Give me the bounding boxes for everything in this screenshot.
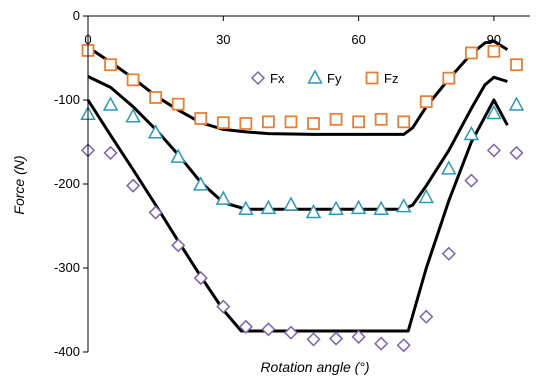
x-axis-title: Rotation angle (°) (260, 359, 369, 375)
data-point (192, 176, 209, 191)
data-point (193, 271, 208, 286)
data-point (216, 299, 231, 314)
data-point (194, 112, 208, 125)
data-point (442, 71, 456, 85)
legend: Fx Fy Fz (250, 69, 398, 86)
data-point (239, 117, 253, 130)
data-point (307, 117, 320, 130)
data-point (125, 108, 141, 123)
y-tick-label: 0 (73, 8, 80, 23)
legend-label: Fx (270, 71, 285, 86)
data-point (508, 96, 525, 111)
series-fz (81, 44, 523, 130)
data-point (351, 329, 366, 344)
y-axis-title: Force (N) (11, 155, 27, 214)
plot-area (80, 39, 525, 353)
data-point (510, 58, 523, 72)
y-tick-label: -100 (54, 92, 80, 107)
data-point (171, 238, 186, 253)
data-point (329, 331, 344, 346)
legend-marker (307, 69, 323, 84)
data-point (147, 124, 164, 139)
data-point (397, 115, 411, 129)
data-point (486, 104, 502, 120)
data-point (102, 96, 119, 111)
data-point (215, 190, 232, 205)
data-point (486, 143, 501, 158)
data-point (171, 97, 185, 111)
data-point (126, 178, 141, 193)
data-point (374, 336, 389, 351)
data-point (306, 332, 321, 347)
data-point (418, 188, 435, 204)
legend-marker (365, 71, 379, 85)
legend-label: Fz (384, 71, 398, 86)
series-fx (80, 143, 524, 353)
legend-label: Fy (327, 71, 342, 86)
data-point (148, 205, 163, 220)
data-point (149, 91, 163, 104)
data-point (396, 338, 411, 353)
legend-marker (250, 70, 266, 86)
data-point (260, 199, 277, 215)
data-point (350, 199, 367, 215)
data-point (283, 196, 299, 211)
data-point (395, 198, 412, 213)
x-tick-label: 60 (351, 32, 365, 47)
data-point (487, 44, 501, 58)
y-tick-label: -300 (54, 260, 80, 275)
data-point (352, 115, 366, 129)
data-point (305, 203, 322, 219)
series-fy (80, 96, 525, 219)
data-point (374, 112, 388, 126)
data-point (262, 115, 275, 129)
data-point (261, 322, 276, 337)
data-point (284, 115, 298, 129)
y-tick-label: -400 (54, 344, 80, 359)
model-curve-fz (87, 39, 509, 136)
data-point (441, 160, 457, 175)
legend-item-fy: Fy (307, 69, 342, 86)
legend-item-fz: Fz (365, 71, 398, 86)
data-point (419, 309, 434, 324)
x-tick-label: 90 (487, 32, 501, 47)
data-point (464, 46, 478, 60)
data-point (464, 173, 479, 188)
data-point (216, 116, 230, 130)
x-tick-label: 30 (216, 32, 230, 47)
data-point (463, 125, 480, 141)
data-point (283, 325, 299, 340)
data-point (238, 319, 253, 334)
x-tick-label: 0 (84, 32, 91, 47)
data-point (328, 200, 344, 215)
data-point (373, 200, 389, 215)
data-point (170, 148, 186, 163)
data-point (329, 112, 343, 126)
legend-item-fx: Fx (250, 70, 285, 86)
data-point (103, 145, 118, 160)
data-point (509, 145, 524, 160)
data-point (126, 73, 140, 87)
axes: 0 -100 -200 -300 -400 0 30 60 90 (54, 8, 530, 359)
data-point (238, 200, 254, 215)
y-tick-label: -200 (54, 176, 80, 191)
data-point (419, 95, 433, 109)
data-point (441, 246, 456, 261)
data-point (104, 58, 117, 72)
